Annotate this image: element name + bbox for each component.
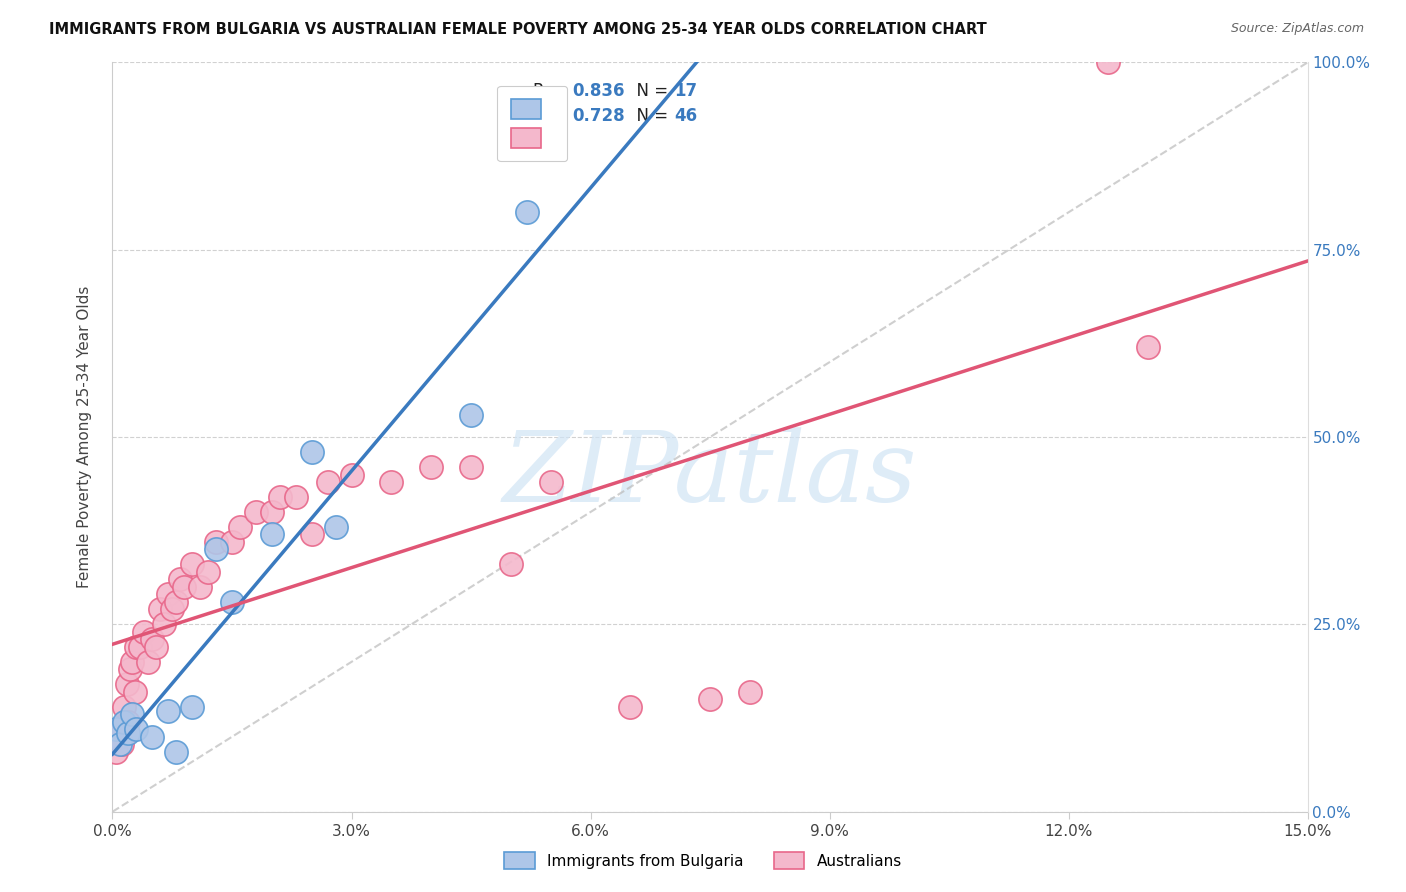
Point <box>141 730 163 744</box>
Point <box>380 475 402 489</box>
Point <box>110 737 132 751</box>
Point <box>157 587 180 601</box>
Point <box>115 677 138 691</box>
Point <box>118 662 141 676</box>
Point <box>499 558 522 572</box>
Point <box>111 737 134 751</box>
Point <box>229 520 252 534</box>
Point <box>114 714 135 729</box>
Point <box>301 527 323 541</box>
Point <box>420 460 443 475</box>
Point <box>460 460 482 475</box>
Text: Source: ZipAtlas.com: Source: ZipAtlas.com <box>1230 22 1364 36</box>
Point <box>516 205 538 219</box>
Point <box>121 655 143 669</box>
Text: 46: 46 <box>675 107 697 126</box>
Point <box>260 527 283 541</box>
Point <box>108 730 131 744</box>
Point <box>141 632 163 647</box>
Y-axis label: Female Poverty Among 25-34 Year Olds: Female Poverty Among 25-34 Year Olds <box>77 286 91 588</box>
Text: ZIPatlas: ZIPatlas <box>503 427 917 522</box>
Point <box>125 723 148 737</box>
Point <box>205 542 228 557</box>
Point <box>325 520 347 534</box>
Point <box>124 685 146 699</box>
Point <box>284 490 307 504</box>
Point <box>114 699 135 714</box>
Legend: , : , <box>498 86 567 161</box>
Point <box>221 535 243 549</box>
Point <box>134 624 156 639</box>
Legend: Immigrants from Bulgaria, Australians: Immigrants from Bulgaria, Australians <box>498 846 908 875</box>
Point <box>129 640 152 654</box>
Text: R =: R = <box>533 82 569 100</box>
Point <box>188 580 211 594</box>
Text: N =: N = <box>627 107 673 126</box>
Point <box>181 699 204 714</box>
Text: R =: R = <box>533 107 569 126</box>
Point <box>181 558 204 572</box>
Point <box>197 565 219 579</box>
Point <box>173 580 195 594</box>
Point <box>340 467 363 482</box>
Point <box>110 723 132 737</box>
Point <box>165 595 187 609</box>
Point <box>699 692 721 706</box>
Point <box>125 640 148 654</box>
Point <box>460 408 482 422</box>
Point <box>165 745 187 759</box>
Point <box>619 699 641 714</box>
Point <box>149 602 172 616</box>
Point <box>1137 340 1160 354</box>
Point <box>138 655 160 669</box>
Point <box>245 505 267 519</box>
Text: N =: N = <box>627 82 673 100</box>
Point <box>157 704 180 718</box>
Point <box>162 602 183 616</box>
Point <box>1097 55 1119 70</box>
Point <box>269 490 291 504</box>
Point <box>117 714 139 729</box>
Point <box>105 745 128 759</box>
Point <box>117 726 139 740</box>
Point <box>105 723 128 737</box>
Point <box>169 573 191 587</box>
Text: 0.836: 0.836 <box>572 82 626 100</box>
Point <box>205 535 228 549</box>
Point <box>316 475 339 489</box>
Text: 0.728: 0.728 <box>572 107 626 126</box>
Point <box>540 475 562 489</box>
Point <box>221 595 243 609</box>
Point <box>260 505 283 519</box>
Text: 17: 17 <box>675 82 697 100</box>
Point <box>121 707 143 722</box>
Point <box>738 685 761 699</box>
Point <box>153 617 176 632</box>
Point <box>301 445 323 459</box>
Text: IMMIGRANTS FROM BULGARIA VS AUSTRALIAN FEMALE POVERTY AMONG 25-34 YEAR OLDS CORR: IMMIGRANTS FROM BULGARIA VS AUSTRALIAN F… <box>49 22 987 37</box>
Point <box>145 640 167 654</box>
